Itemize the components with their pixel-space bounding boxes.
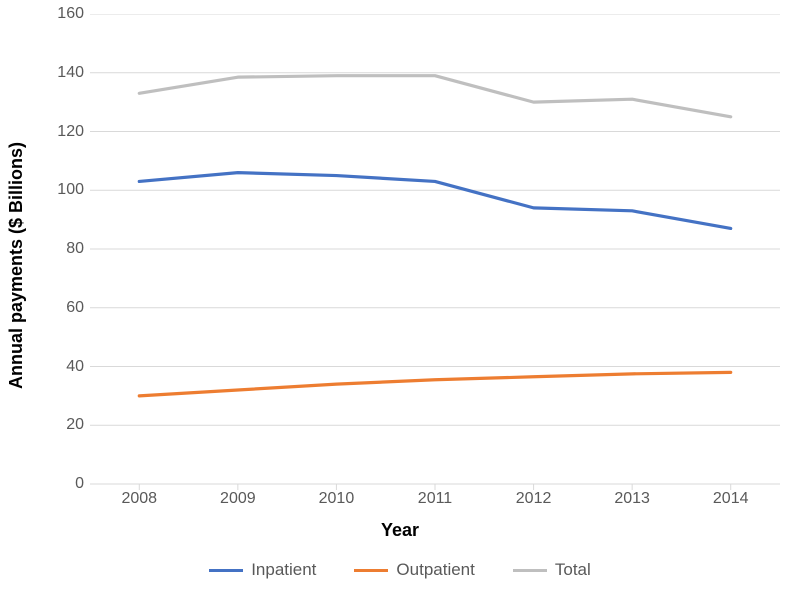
x-tick-label: 2011 bbox=[418, 490, 452, 508]
payments-line-chart: Annual payments ($ Billions) Year Inpati… bbox=[0, 0, 800, 600]
y-tick-label: 120 bbox=[44, 123, 84, 141]
y-tick-label: 0 bbox=[44, 475, 84, 493]
legend-item-total: Total bbox=[513, 560, 591, 580]
series-line-total bbox=[139, 76, 730, 117]
legend-swatch bbox=[354, 569, 388, 572]
y-tick-label: 140 bbox=[44, 64, 84, 82]
series-line-inpatient bbox=[139, 173, 730, 229]
series-line-outpatient bbox=[139, 372, 730, 396]
x-tick-label: 2014 bbox=[713, 490, 749, 508]
legend-label: Inpatient bbox=[251, 560, 316, 580]
legend-item-inpatient: Inpatient bbox=[209, 560, 316, 580]
legend-swatch bbox=[209, 569, 243, 572]
legend-item-outpatient: Outpatient bbox=[354, 560, 474, 580]
y-axis-title: Annual payments ($ Billions) bbox=[6, 142, 27, 389]
x-tick-label: 2009 bbox=[220, 490, 256, 508]
y-tick-label: 20 bbox=[44, 416, 84, 434]
y-tick-label: 60 bbox=[44, 299, 84, 317]
x-tick-label: 2013 bbox=[614, 490, 650, 508]
y-tick-label: 40 bbox=[44, 358, 84, 376]
legend-label: Total bbox=[555, 560, 591, 580]
legend-swatch bbox=[513, 569, 547, 572]
legend: Inpatient Outpatient Total bbox=[0, 560, 800, 580]
plot-area bbox=[90, 14, 780, 490]
y-tick-label: 80 bbox=[44, 240, 84, 258]
x-tick-label: 2012 bbox=[516, 490, 552, 508]
x-axis-title: Year bbox=[0, 520, 800, 541]
x-tick-label: 2010 bbox=[319, 490, 355, 508]
y-tick-label: 160 bbox=[44, 5, 84, 23]
x-tick-label: 2008 bbox=[121, 490, 157, 508]
y-tick-label: 100 bbox=[44, 181, 84, 199]
legend-label: Outpatient bbox=[396, 560, 474, 580]
